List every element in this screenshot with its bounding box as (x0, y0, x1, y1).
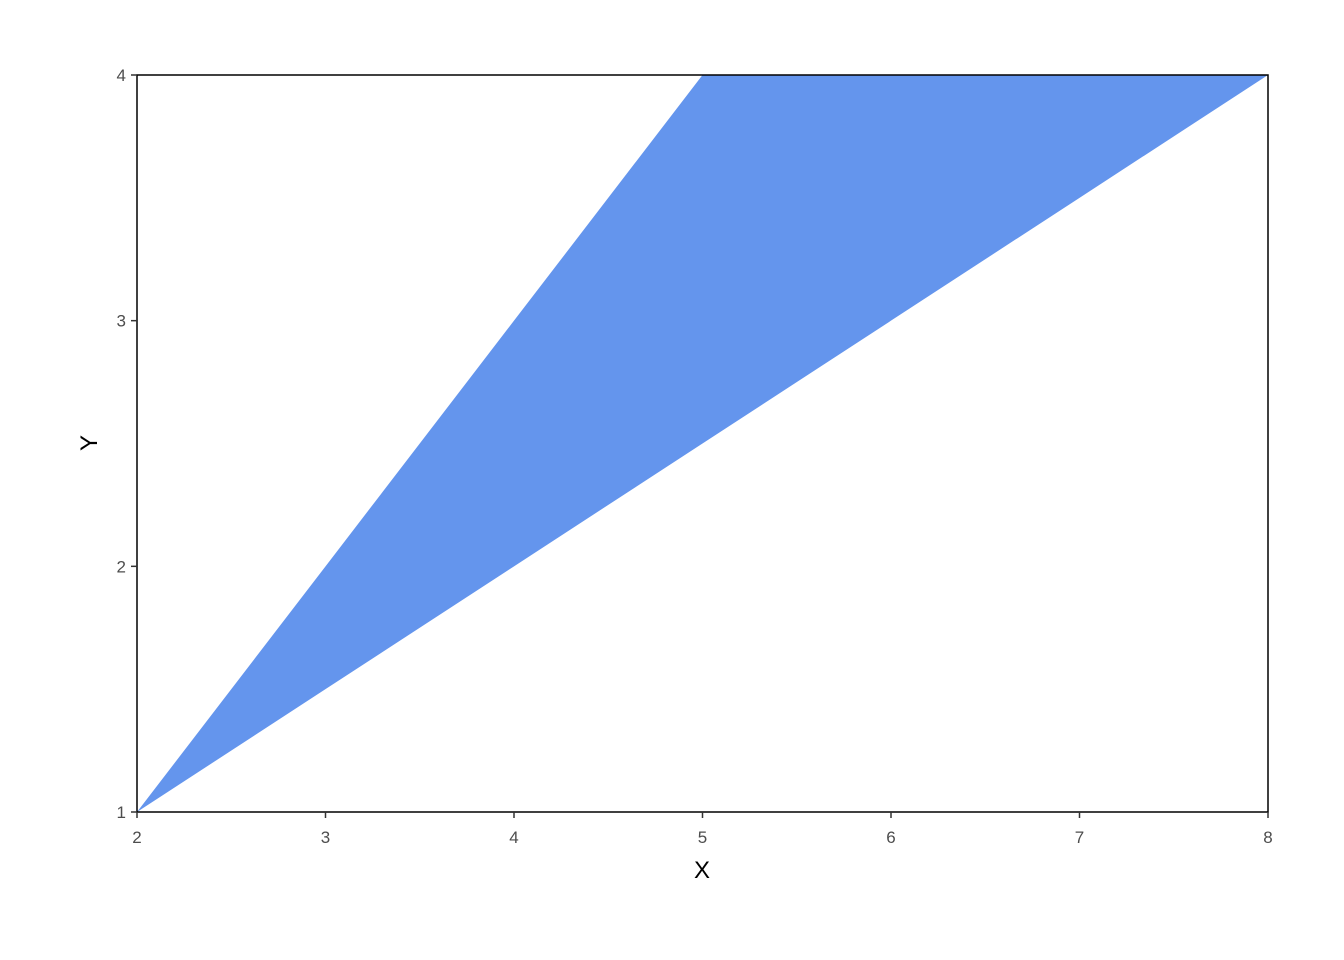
y-tick-label: 2 (117, 557, 126, 576)
x-tick-label: 2 (132, 828, 141, 847)
x-tick-label: 6 (886, 828, 895, 847)
x-axis-title: X (694, 857, 710, 884)
y-tick-label: 3 (117, 312, 126, 331)
x-tick-label: 5 (698, 828, 707, 847)
y-tick-label: 1 (117, 803, 126, 822)
x-tick-label: 8 (1263, 828, 1272, 847)
ribbon-layer (137, 75, 1268, 812)
x-tick-label: 7 (1075, 828, 1084, 847)
y-tick-label: 4 (117, 66, 126, 85)
y-axis: 1 2 3 4 (117, 66, 137, 822)
x-tick-label: 4 (509, 828, 518, 847)
y-axis-title: Y (76, 435, 103, 451)
x-tick-label: 3 (321, 828, 330, 847)
x-axis: 2 3 4 5 6 7 8 (132, 812, 1273, 847)
ribbon-area (137, 75, 1268, 812)
